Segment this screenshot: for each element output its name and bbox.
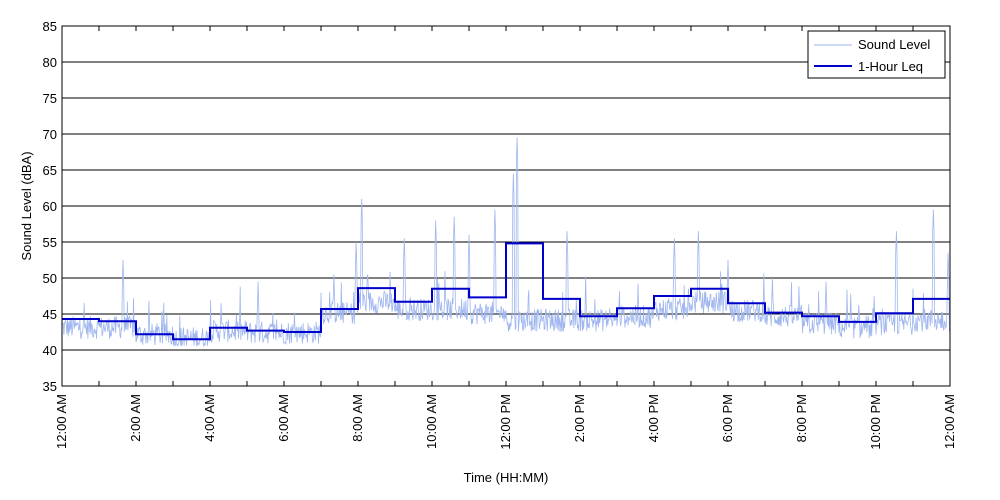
y-tick-label: 45 [43, 307, 57, 322]
x-tick-label: 2:00 PM [572, 394, 587, 442]
legend: Sound Level 1-Hour Leq [807, 30, 946, 79]
x-tick-label: 8:00 PM [794, 394, 809, 442]
x-tick-label: 10:00 AM [424, 394, 439, 449]
y-tick-label: 85 [43, 19, 57, 34]
legend-label-sound-level: Sound Level [858, 37, 930, 52]
x-tick-label: 6:00 AM [276, 394, 291, 442]
x-tick-label: 12:00 AM [942, 394, 957, 449]
legend-label-1-hour-leq: 1-Hour Leq [858, 59, 923, 74]
x-tick-label: 4:00 AM [202, 394, 217, 442]
series-1-hour-leq [62, 242, 950, 341]
x-tick-label: 4:00 PM [646, 394, 661, 442]
y-axis-title: Sound Level (dBA) [19, 151, 34, 260]
y-tick-label: 35 [43, 379, 57, 394]
y-tick-label: 65 [43, 163, 57, 178]
y-tick-label: 75 [43, 91, 57, 106]
leq-step-line [62, 242, 950, 341]
x-tick-label: 12:00 PM [498, 394, 513, 450]
x-tick-label: 8:00 AM [350, 394, 365, 442]
x-tick-label: 6:00 PM [720, 394, 735, 442]
x-tick-labels: 12:00 AM 2:00 AM 4:00 AM 6:00 AM 8:00 AM 10:0… [54, 394, 957, 450]
x-tick-label: 12:00 AM [54, 394, 69, 449]
plot-frame [61, 25, 951, 387]
legend-box [807, 30, 946, 79]
x-tick-label: 10:00 PM [868, 394, 883, 450]
x-tick-label: 2:00 AM [128, 394, 143, 442]
y-tick-label: 55 [43, 235, 57, 250]
y-tick-label: 50 [43, 271, 57, 286]
y-tick-label: 40 [43, 343, 57, 358]
x-axis-title: Time (HH:MM) [464, 470, 549, 485]
y-tick-label: 70 [43, 127, 57, 142]
y-tick-label: 60 [43, 199, 57, 214]
y-tick-label: 80 [43, 55, 57, 70]
y-tick-labels: 35 40 45 50 55 60 65 70 75 80 85 [43, 19, 57, 394]
